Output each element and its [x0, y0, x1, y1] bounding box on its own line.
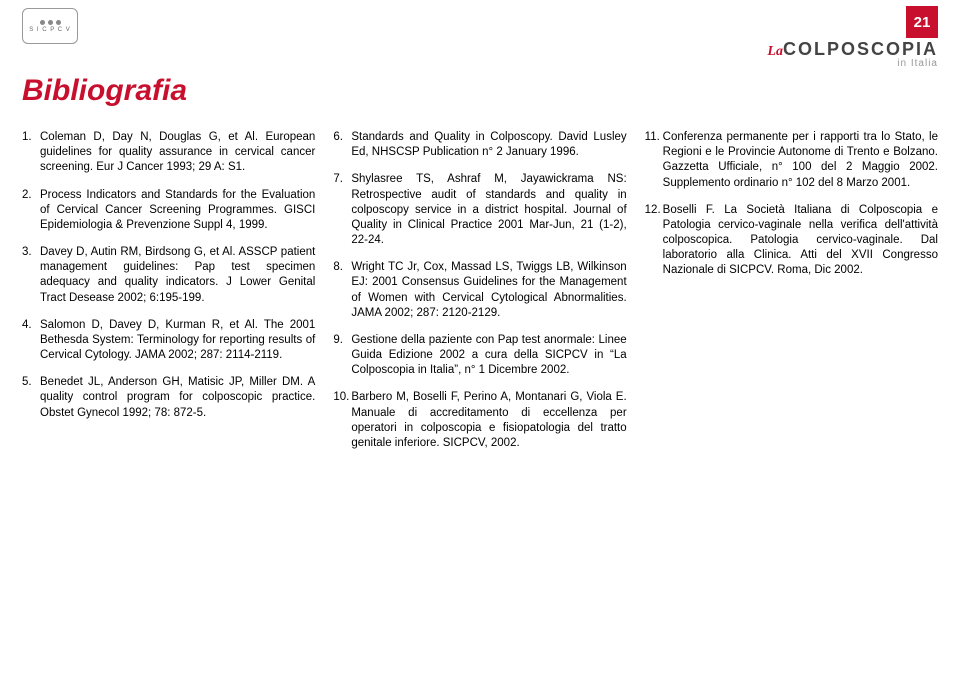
entry-text: Benedet JL, Anderson GH, Matisic JP, Mil…: [40, 375, 315, 421]
entry-number: 3.: [22, 245, 40, 306]
bibliography-entry: 8.Wright TC Jr, Cox, Massad LS, Twiggs L…: [333, 260, 626, 321]
magazine-prefix: La: [767, 44, 783, 59]
entry-number: 7.: [333, 172, 351, 248]
entry-text: Coleman D, Day N, Douglas G, et Al. Euro…: [40, 130, 315, 176]
bibliography-entry: 6.Standards and Quality in Colposcopy. D…: [333, 130, 626, 160]
entry-number: 8.: [333, 260, 351, 321]
entry-text: Standards and Quality in Colposcopy. Dav…: [351, 130, 626, 160]
bibliography-entry: 4.Salomon D, Davey D, Kurman R, et Al. T…: [22, 318, 315, 364]
bibliography-entry: 11.Conferenza permanente per i rapporti …: [645, 130, 938, 191]
entry-number: 1.: [22, 130, 40, 176]
logo-left-text: S I C P C V: [29, 27, 71, 33]
entry-text: Wright TC Jr, Cox, Massad LS, Twiggs LB,…: [351, 260, 626, 321]
column-1: 1.Coleman D, Day N, Douglas G, et Al. Eu…: [22, 130, 315, 669]
magazine-sub: in Italia: [767, 59, 938, 69]
page-header: S I C P C V 21 LaCOLPOSCOPIA in Italia: [0, 0, 960, 60]
entry-text: Barbero M, Boselli F, Perino A, Montanar…: [351, 390, 626, 451]
column-3: 11.Conferenza permanente per i rapporti …: [645, 130, 938, 669]
entry-text: Davey D, Autin RM, Birdsong G, et Al. AS…: [40, 245, 315, 306]
entry-number: 4.: [22, 318, 40, 364]
entry-number: 10.: [333, 390, 351, 451]
page-title: Bibliografia: [22, 74, 187, 108]
magazine-main: COLPOSCOPIA: [783, 39, 938, 59]
entry-number: 11.: [645, 130, 663, 191]
sicpcv-logo: S I C P C V: [22, 8, 78, 44]
bibliography-columns: 1.Coleman D, Day N, Douglas G, et Al. Eu…: [22, 130, 938, 669]
bibliography-entry: 12.Boselli F. La Società Italiana di Col…: [645, 203, 938, 279]
entry-text: Process Indicators and Standards for the…: [40, 188, 315, 234]
bibliography-entry: 9.Gestione della paziente con Pap test a…: [333, 333, 626, 379]
bibliography-entry: 5.Benedet JL, Anderson GH, Matisic JP, M…: [22, 375, 315, 421]
entry-number: 12.: [645, 203, 663, 279]
entry-number: 9.: [333, 333, 351, 379]
bibliography-entry: 2.Process Indicators and Standards for t…: [22, 188, 315, 234]
entry-text: Gestione della paziente con Pap test ano…: [351, 333, 626, 379]
column-2: 6.Standards and Quality in Colposcopy. D…: [333, 130, 626, 669]
entry-number: 2.: [22, 188, 40, 234]
page-number-badge: 21: [906, 6, 938, 38]
page-number: 21: [914, 14, 931, 31]
entry-number: 5.: [22, 375, 40, 421]
entry-text: Shylasree TS, Ashraf M, Jayawickrama NS:…: [351, 172, 626, 248]
bibliography-entry: 10.Barbero M, Boselli F, Perino A, Monta…: [333, 390, 626, 451]
entry-text: Boselli F. La Società Italiana di Colpos…: [663, 203, 938, 279]
bibliography-entry: 3.Davey D, Autin RM, Birdsong G, et Al. …: [22, 245, 315, 306]
bibliography-entry: 1.Coleman D, Day N, Douglas G, et Al. Eu…: [22, 130, 315, 176]
bibliography-entry: 7.Shylasree TS, Ashraf M, Jayawickrama N…: [333, 172, 626, 248]
entry-text: Conferenza permanente per i rapporti tra…: [663, 130, 938, 191]
magazine-logo: LaCOLPOSCOPIA in Italia: [767, 40, 938, 69]
entry-text: Salomon D, Davey D, Kurman R, et Al. The…: [40, 318, 315, 364]
entry-number: 6.: [333, 130, 351, 160]
